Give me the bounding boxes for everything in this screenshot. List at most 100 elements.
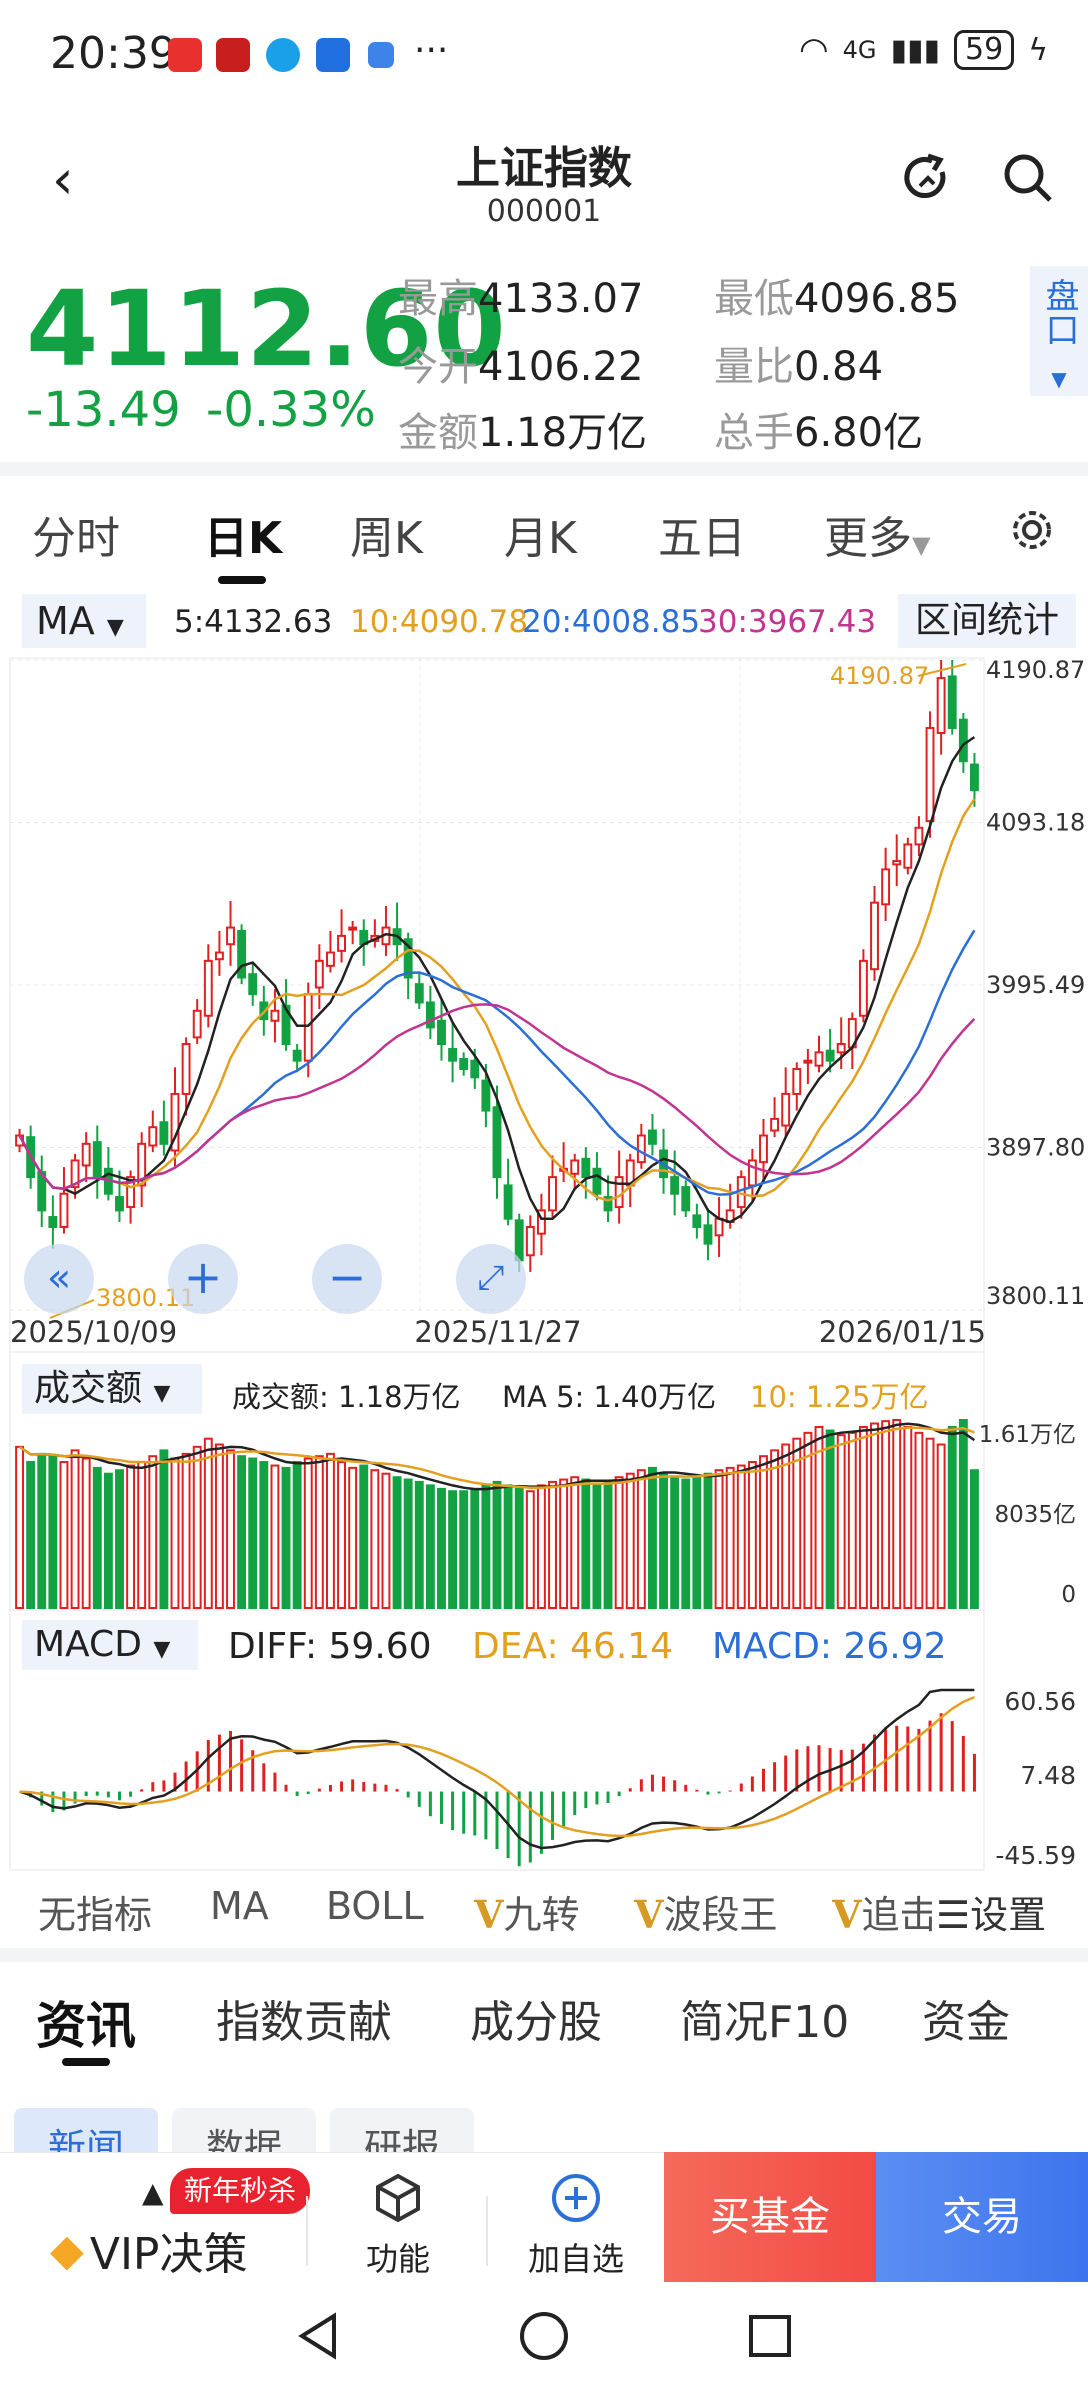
tab-index-contribution[interactable]: 指数贡献 bbox=[216, 1997, 392, 2048]
indicator-boll[interactable]: BOLL bbox=[326, 1884, 424, 1928]
indicator-settings[interactable]: ☰设置 bbox=[936, 1884, 1047, 1939]
volume-bar bbox=[936, 1443, 946, 1609]
candle bbox=[492, 1106, 502, 1179]
macd-dea: DEA: 46.14 bbox=[472, 1626, 674, 1667]
tab-more[interactable]: 更多▼ bbox=[824, 513, 931, 564]
candle bbox=[115, 1196, 124, 1212]
vip-button[interactable]: ◆ VIP决策 bbox=[50, 2224, 248, 2281]
volume-bar bbox=[736, 1464, 746, 1609]
candle bbox=[270, 1009, 280, 1022]
candle bbox=[759, 1134, 768, 1164]
candle bbox=[126, 1176, 136, 1209]
candle bbox=[903, 843, 913, 869]
tab-capital[interactable]: 资金 bbox=[922, 1997, 1010, 2048]
candle bbox=[881, 868, 891, 906]
candle bbox=[858, 959, 868, 1017]
nav-back-icon[interactable] bbox=[290, 2308, 346, 2364]
trade-button[interactable]: 交易 bbox=[876, 2152, 1088, 2282]
candle bbox=[892, 860, 902, 866]
indicator-jiuzhuan[interactable]: V九转 bbox=[474, 1892, 580, 1937]
volume-bar bbox=[203, 1437, 213, 1609]
zoom-in-icon[interactable]: + bbox=[168, 1244, 238, 1314]
search-icon[interactable] bbox=[1000, 150, 1056, 206]
volume-bar bbox=[825, 1429, 835, 1610]
volume-axis-label: 0 bbox=[1061, 1582, 1076, 1608]
charging-icon: ϟ bbox=[1028, 32, 1048, 68]
candle bbox=[958, 718, 968, 763]
candle bbox=[170, 1092, 180, 1152]
status-bar: 20:39 ··· ◠ 4G ▮▮▮ 59 ϟ bbox=[0, 0, 1088, 110]
candle bbox=[159, 1121, 169, 1145]
buy-fund-button[interactable]: 买基金 bbox=[664, 2152, 876, 2282]
volume-bar bbox=[348, 1466, 358, 1610]
refresh-icon[interactable] bbox=[898, 150, 954, 206]
indicator-none[interactable]: 无指标 bbox=[38, 1893, 153, 1937]
tab-five-day[interactable]: 五日 bbox=[658, 513, 746, 564]
volume-bar bbox=[781, 1443, 791, 1609]
volume-bar bbox=[48, 1455, 58, 1609]
divider bbox=[0, 462, 1088, 476]
volume-bar bbox=[137, 1461, 147, 1610]
candle bbox=[525, 1226, 535, 1257]
volume-bar bbox=[181, 1452, 191, 1609]
ma20-value: 20:4008.85 bbox=[522, 604, 701, 640]
ratio-stat: 量比0.84 bbox=[714, 344, 884, 390]
candle bbox=[148, 1126, 158, 1147]
zoom-out-icon[interactable]: − bbox=[312, 1244, 382, 1314]
back-icon[interactable]: ‹ bbox=[52, 148, 74, 211]
tab-weekly-k[interactable]: 周K bbox=[350, 513, 423, 564]
tab-intraday[interactable]: 分时 bbox=[32, 513, 120, 564]
fullscreen-icon[interactable]: ⤢ bbox=[456, 1244, 526, 1314]
function-button[interactable]: 功能 bbox=[356, 2170, 440, 2280]
volume-bar bbox=[437, 1487, 446, 1609]
macd-select[interactable]: MACD ▼ bbox=[22, 1620, 198, 1670]
indicator-ma[interactable]: MA bbox=[210, 1884, 269, 1928]
gear-icon[interactable] bbox=[1010, 508, 1054, 552]
tab-f10[interactable]: 简况F10 bbox=[680, 1997, 850, 2048]
indicator-boduanwang[interactable]: V波段王 bbox=[634, 1892, 778, 1937]
network-label: 4G bbox=[842, 36, 877, 64]
high-marker-line bbox=[917, 663, 967, 677]
tab-daily-k[interactable]: 日K bbox=[204, 513, 283, 564]
volume-bar bbox=[214, 1443, 224, 1609]
price-axis-label: 4093.18 bbox=[986, 809, 1085, 837]
volume-bar bbox=[170, 1457, 180, 1610]
kline-chart[interactable]: 4190.87 4093.18 3995.49 3897.80 3800.11 4190.… bbox=[0, 650, 1088, 1872]
nav-recent-icon[interactable] bbox=[742, 2308, 798, 2364]
candle bbox=[214, 951, 224, 961]
system-nav-bar bbox=[0, 2282, 1088, 2400]
dea-line bbox=[19, 1695, 975, 1838]
volume-bar bbox=[237, 1455, 247, 1609]
ma-select[interactable]: MA ▼ bbox=[22, 594, 146, 648]
tab-news-info[interactable]: 资讯 bbox=[36, 1997, 136, 2055]
candle bbox=[836, 1043, 846, 1054]
add-watchlist-button[interactable]: 加自选 bbox=[520, 2170, 632, 2280]
volume-bar bbox=[759, 1455, 768, 1609]
volume-bar bbox=[270, 1464, 280, 1609]
volume-bar bbox=[703, 1472, 713, 1610]
volume-bar bbox=[548, 1480, 557, 1609]
news-notification-icon bbox=[216, 38, 250, 72]
open-stat: 今开4106.22 bbox=[398, 344, 644, 390]
nav-home-icon[interactable] bbox=[516, 2308, 572, 2364]
candle bbox=[470, 1059, 480, 1079]
candle bbox=[803, 1059, 813, 1064]
candle bbox=[825, 1049, 835, 1062]
volume-bar bbox=[281, 1466, 291, 1610]
pankou-button[interactable]: 盘口 ▼ bbox=[1030, 266, 1088, 396]
tab-monthly-k[interactable]: 月K bbox=[504, 513, 577, 564]
tab-underline bbox=[218, 576, 266, 584]
volume-bar bbox=[359, 1464, 369, 1609]
candle bbox=[514, 1219, 524, 1262]
ma5-line bbox=[18, 736, 976, 1224]
candle bbox=[403, 938, 413, 979]
range-stats-button[interactable]: 区间统计 bbox=[898, 594, 1076, 648]
volume-bar bbox=[337, 1461, 346, 1610]
volume-bar bbox=[714, 1469, 724, 1609]
tab-constituents[interactable]: 成分股 bbox=[470, 1997, 602, 2048]
volume-select[interactable]: 成交额 ▼ bbox=[22, 1364, 202, 1414]
scroll-left-icon[interactable]: « bbox=[24, 1244, 94, 1314]
volume-bar bbox=[303, 1457, 313, 1610]
volume-bar bbox=[314, 1455, 324, 1609]
indicator-zhuiji[interactable]: V追击 bbox=[832, 1892, 932, 1937]
